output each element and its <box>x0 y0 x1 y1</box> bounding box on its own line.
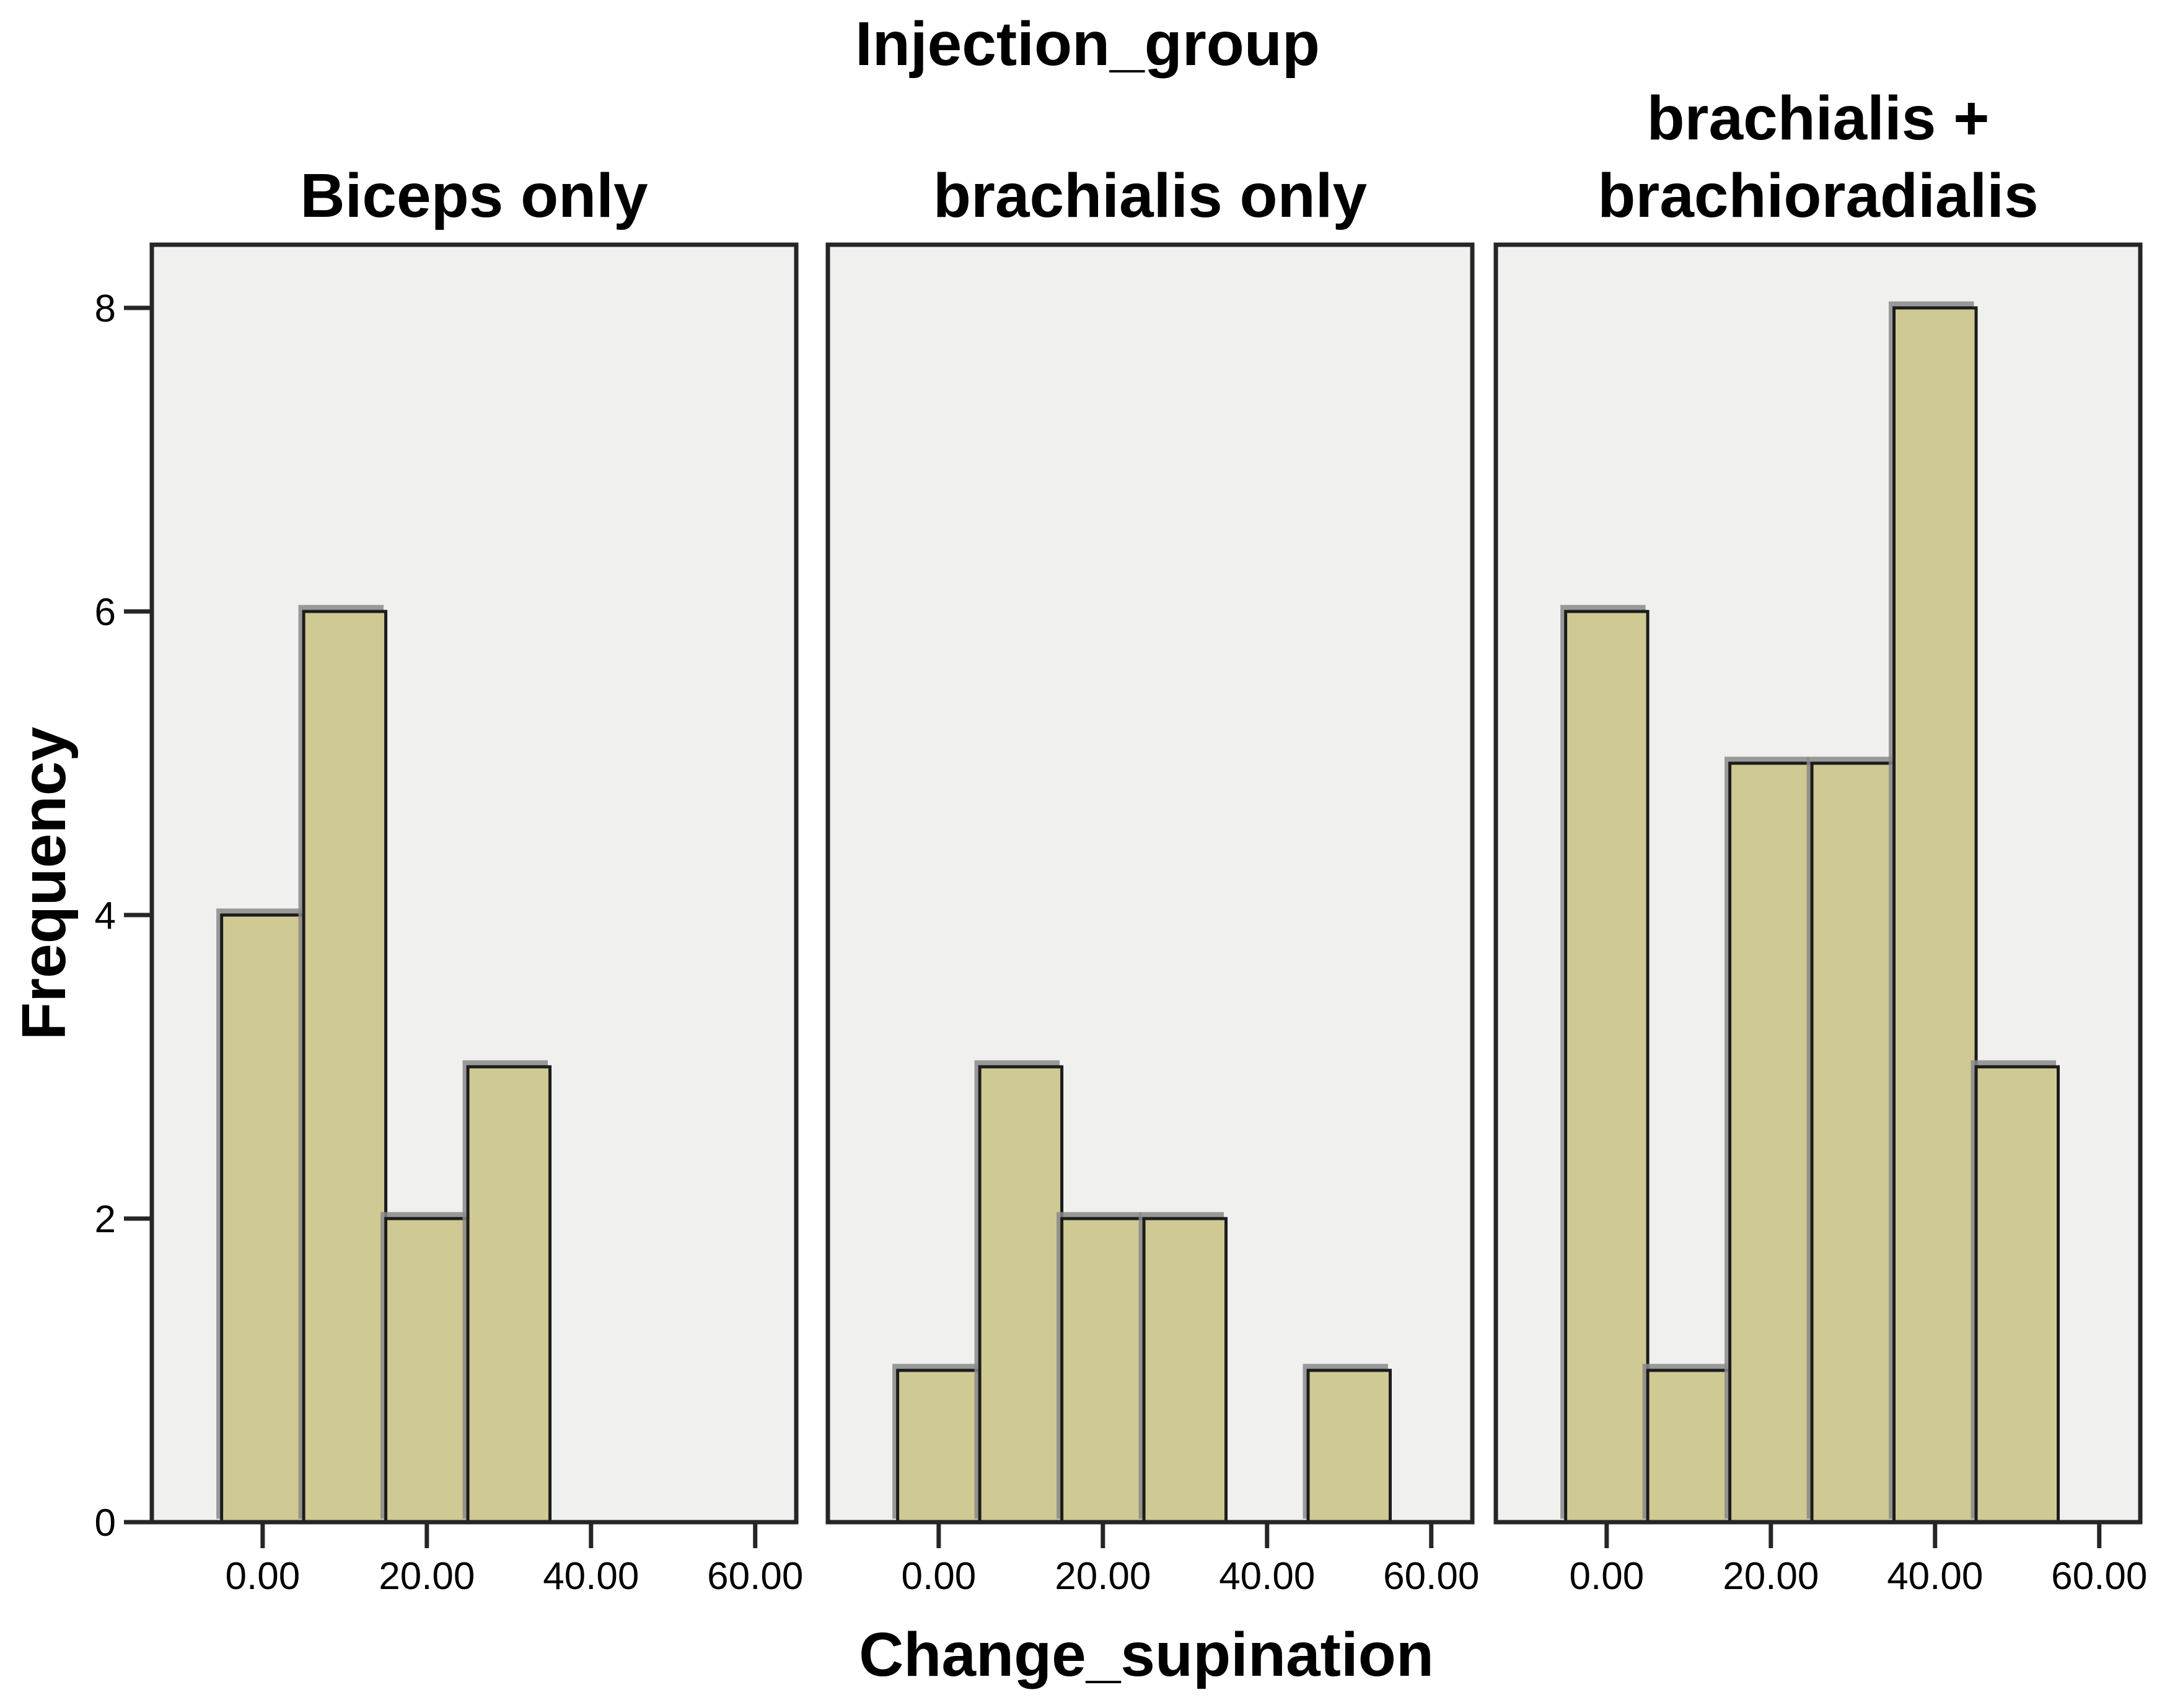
x-tick-label: 20.00 <box>1723 1555 1819 1598</box>
histogram-bar <box>1060 1217 1146 1524</box>
panel: 0.00 20.00 40.00 60.00 Biceps only 0 2 4 6 8 <box>95 161 804 1598</box>
panel-frame <box>1493 242 2143 1525</box>
histogram-bar <box>1728 761 1814 1524</box>
x-axis-title: Change_supination <box>859 1620 1434 1689</box>
y-tick-label: 6 <box>95 591 116 634</box>
x-tick-label: 0.00 <box>226 1555 301 1598</box>
histogram-bar <box>1306 1369 1392 1524</box>
histogram-bar <box>1142 1217 1228 1524</box>
histogram-bar <box>302 610 388 1524</box>
panel: 0.00 20.00 40.00 60.00 brachialis + brachiora… <box>1493 84 2147 1598</box>
panel-title: brachioradialis <box>1597 161 2038 230</box>
histogram-bar <box>978 1065 1064 1524</box>
histogram-bar <box>1892 306 1978 1524</box>
histogram-bar <box>466 1065 552 1524</box>
histogram-bar <box>1646 1369 1732 1524</box>
x-tick-label: 60.00 <box>2051 1555 2147 1598</box>
histogram-bar <box>896 1369 982 1524</box>
x-tick-label: 40.00 <box>543 1555 639 1598</box>
histogram-bar <box>1810 761 1896 1524</box>
histogram-bar <box>1564 610 1650 1524</box>
histogram-bar <box>384 1217 470 1524</box>
panels-layer: 0.00 20.00 40.00 60.00 Biceps only 0 2 4 6 8 0.00 2… <box>95 84 2148 1598</box>
panel-frame <box>149 242 799 1525</box>
y-tick-label: 4 <box>95 895 116 937</box>
y-axis-title: Frequency <box>9 727 79 1040</box>
y-tick-label: 8 <box>95 287 116 330</box>
x-tick-label: 20.00 <box>1055 1555 1151 1598</box>
panel-frame <box>825 242 1475 1525</box>
histogram-bar <box>1974 1065 2060 1524</box>
x-tick-label: 60.00 <box>707 1555 803 1598</box>
x-tick-label: 20.00 <box>379 1555 475 1598</box>
x-tick-label: 40.00 <box>1887 1555 1983 1598</box>
panel-title: Biceps only <box>300 161 648 230</box>
x-tick-label: 40.00 <box>1219 1555 1315 1598</box>
y-tick-label: 2 <box>95 1198 116 1241</box>
x-tick-label: 0.00 <box>902 1555 977 1598</box>
panel: 0.00 20.00 40.00 60.00 brachialis only <box>825 161 1479 1598</box>
panel-title: brachialis + <box>1646 84 1989 153</box>
panel-title: brachialis only <box>933 161 1368 230</box>
x-tick-label: 60.00 <box>1383 1555 1479 1598</box>
histogram-bar <box>220 913 305 1524</box>
figure-title: Injection_group <box>855 9 1320 79</box>
y-tick-label: 0 <box>95 1502 116 1544</box>
x-tick-label: 0.00 <box>1570 1555 1645 1598</box>
